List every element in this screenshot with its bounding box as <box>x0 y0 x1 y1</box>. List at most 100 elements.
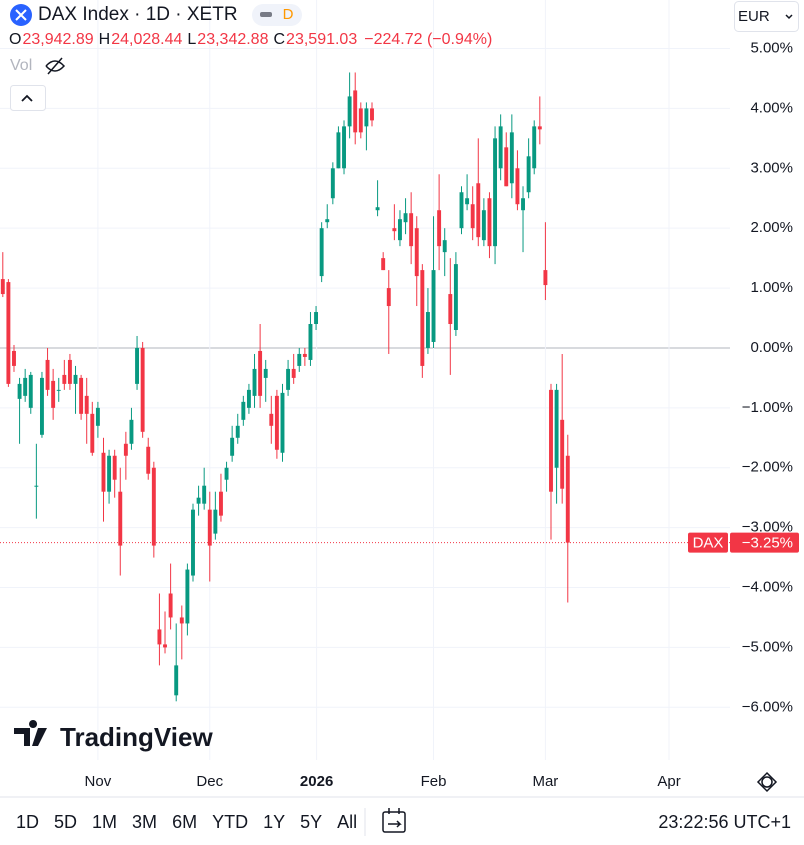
candle-body <box>112 455 117 480</box>
y-tick-label: 2.00% <box>750 219 793 236</box>
candle-body <box>347 96 352 127</box>
candle-body <box>118 491 123 546</box>
x-tick-label: 2026 <box>300 773 333 790</box>
range-button[interactable]: 1D <box>16 812 39 832</box>
ohlc-value: 23,942.89 <box>22 31 93 48</box>
candle-body <box>95 407 100 426</box>
candle-body <box>515 168 520 205</box>
candle-body <box>51 380 56 408</box>
ohlc-key: C <box>273 31 285 48</box>
ohlc-key: L <box>187 31 196 48</box>
candle-body <box>135 347 140 384</box>
ohlc-key: O <box>9 31 21 48</box>
candle-body <box>476 183 481 238</box>
candle-body <box>157 629 162 645</box>
candle-body <box>549 389 553 492</box>
candle-body <box>45 359 50 390</box>
candle-body <box>414 228 419 277</box>
y-tick-label: 4.00% <box>750 99 793 116</box>
candle-body <box>325 219 330 223</box>
candle-body <box>263 368 268 378</box>
candle-body <box>381 258 386 271</box>
range-button[interactable]: 6M <box>172 812 197 832</box>
range-button[interactable]: 5D <box>54 812 77 832</box>
settings-icon[interactable] <box>761 776 773 788</box>
candle-body <box>442 240 447 253</box>
candle-body <box>39 377 44 435</box>
collapse-icon <box>21 94 33 102</box>
currency-button[interactable] <box>734 1 799 32</box>
candle-body <box>526 156 531 193</box>
candle-body <box>174 665 179 696</box>
price-tag-value: −3.25% <box>742 535 793 552</box>
date-range-icon[interactable] <box>382 811 406 833</box>
candle-body <box>314 312 319 325</box>
candle-body <box>101 452 106 492</box>
price-tag <box>688 532 728 553</box>
candle-body <box>140 347 145 432</box>
candle-body <box>493 138 498 247</box>
currency: EUR <box>738 8 770 25</box>
candle-body <box>560 419 565 489</box>
y-tick-label: −4.00% <box>742 578 793 595</box>
candle-body <box>409 213 414 247</box>
logo-icon <box>14 720 47 746</box>
candle-body <box>79 377 84 414</box>
candle-body <box>302 353 307 357</box>
ohlc-value: 23,591.03 <box>286 31 357 48</box>
candle-body <box>342 126 346 169</box>
y-tick-label: −1.00% <box>742 399 793 416</box>
candle-body <box>90 413 95 453</box>
eye-icon[interactable] <box>45 57 66 75</box>
candle-body <box>84 395 89 414</box>
candle-body <box>498 126 503 169</box>
range-button[interactable]: YTD <box>212 812 248 832</box>
candle-body <box>425 312 430 348</box>
range-button[interactable]: 3M <box>132 812 157 832</box>
candle-body <box>202 485 207 504</box>
badge-icon <box>260 12 272 17</box>
candle-body <box>554 389 559 468</box>
candle-body <box>280 392 285 453</box>
candle-body <box>437 210 442 247</box>
range-button[interactable]: 5Y <box>300 812 322 832</box>
candle-body <box>123 443 128 456</box>
candle-body <box>17 383 22 399</box>
price-tag-name: DAX <box>693 535 724 552</box>
y-tick-label: −5.00% <box>742 638 793 655</box>
candle-body <box>370 108 374 121</box>
date-range-icon <box>388 808 402 828</box>
range-button[interactable]: All <box>337 812 357 832</box>
candle-body <box>291 368 296 378</box>
candle-body <box>34 485 39 487</box>
y-tick-label: −6.00% <box>742 698 793 715</box>
candle-body <box>230 437 235 456</box>
range-button[interactable]: 1M <box>92 812 117 832</box>
candle-body <box>431 270 436 342</box>
candle-body <box>235 425 240 438</box>
candle-body <box>107 455 112 492</box>
badge-text: D <box>283 6 294 23</box>
settings-icon[interactable] <box>756 771 778 793</box>
candle-body <box>213 509 218 534</box>
candle-body <box>308 324 313 360</box>
candle-body <box>319 228 324 277</box>
candle-body <box>73 374 78 384</box>
candle-body <box>504 147 509 187</box>
candle-body <box>269 413 274 426</box>
candle-body <box>398 219 402 241</box>
candle-body <box>168 593 173 618</box>
candle-body <box>151 467 156 546</box>
range-button[interactable]: 1Y <box>263 812 285 832</box>
candle-body <box>543 270 548 286</box>
candle-body <box>224 467 229 480</box>
candle-body <box>191 509 195 576</box>
candle-body <box>403 213 408 223</box>
y-tick-label: 1.00% <box>750 279 793 296</box>
y-tick-label: 5.00% <box>750 39 793 56</box>
candle-body <box>297 353 302 366</box>
candle-body <box>163 644 167 648</box>
y-tick-label: 0.00% <box>750 339 793 356</box>
